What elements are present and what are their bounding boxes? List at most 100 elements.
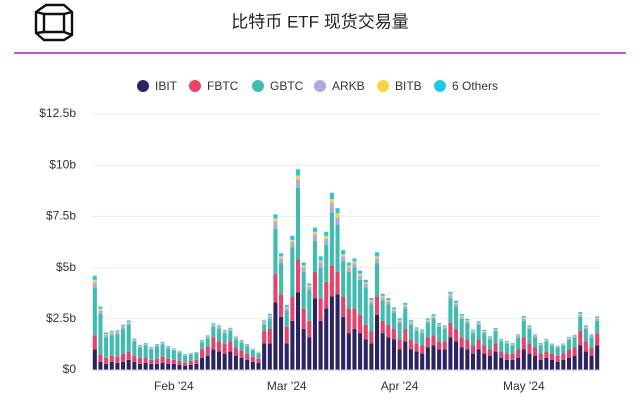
bar-segment xyxy=(544,357,549,370)
bar-segment xyxy=(104,332,109,335)
bar-segment xyxy=(267,343,272,370)
bar-segment xyxy=(363,339,368,370)
bar-segment xyxy=(154,358,159,364)
y-tick-label: $2.5b xyxy=(46,311,76,325)
bar-segment xyxy=(267,313,272,316)
bar-segment xyxy=(369,331,374,344)
bar-segment xyxy=(369,299,374,302)
bar-segment xyxy=(538,343,543,344)
bar-segment xyxy=(324,231,329,236)
bar-segment xyxy=(109,361,114,370)
bar-segment xyxy=(171,363,176,370)
bar-segment xyxy=(211,324,216,326)
bar-segment xyxy=(487,338,492,340)
bar-segment xyxy=(239,339,244,341)
bar-segment xyxy=(380,320,385,334)
bar-segment xyxy=(312,271,317,299)
bar-segment xyxy=(465,339,470,350)
bar-segment xyxy=(149,349,154,360)
bar-segment xyxy=(375,252,380,257)
bar-segment xyxy=(544,351,549,358)
bar-segment xyxy=(470,330,476,332)
bar-segment xyxy=(245,343,250,345)
bar-segment xyxy=(222,331,227,334)
bar-segment xyxy=(499,357,504,370)
bar-segment xyxy=(431,335,436,346)
bar-segment xyxy=(279,263,284,295)
bar-segment xyxy=(115,334,120,357)
bar-segment xyxy=(273,218,278,222)
bar-segment xyxy=(346,267,351,272)
bar-segment xyxy=(228,327,233,329)
bar-segment xyxy=(284,306,289,309)
bar-segment xyxy=(391,309,397,311)
bar-segment xyxy=(104,357,109,364)
y-tick-label: $12.5b xyxy=(39,106,76,120)
bar-segment xyxy=(228,329,233,332)
bar-segment xyxy=(301,265,306,268)
bar-segment xyxy=(98,306,103,309)
bar-segment xyxy=(312,227,317,232)
bar-segment xyxy=(454,300,459,303)
bar-segment xyxy=(318,298,323,321)
bar-segment xyxy=(555,347,560,356)
bar-segment xyxy=(476,349,481,370)
bar-segment xyxy=(533,336,538,338)
bar-segment xyxy=(549,343,555,345)
bar-segment xyxy=(555,345,560,347)
bar-segment xyxy=(335,208,340,214)
bar-segment xyxy=(391,339,397,370)
bar-segment xyxy=(572,335,577,337)
bar-segment xyxy=(137,345,143,346)
bar-segment xyxy=(386,304,391,325)
bar-segment xyxy=(115,332,120,335)
bar-segment xyxy=(211,326,216,338)
bar-segment xyxy=(188,354,193,355)
bar-segment xyxy=(561,343,566,345)
y-tick-label: $0 xyxy=(63,362,77,376)
bar-segment xyxy=(408,320,413,322)
legend-swatch xyxy=(434,80,446,92)
bar-segment xyxy=(121,324,126,326)
bar-segment xyxy=(358,270,363,274)
bar-segment xyxy=(205,337,210,339)
bar-segment xyxy=(561,345,566,354)
bar-segment xyxy=(194,351,199,353)
bar-segment xyxy=(216,341,222,352)
bar-segment xyxy=(92,335,97,350)
bar-segment xyxy=(233,336,238,338)
bar-segment xyxy=(527,326,532,328)
bar-segment xyxy=(233,337,238,339)
bar-segment xyxy=(279,258,284,264)
bar-segment xyxy=(177,352,182,361)
bar-segment xyxy=(442,341,447,350)
bar-segment xyxy=(324,281,329,309)
bar-segment xyxy=(177,351,182,353)
bar-segment xyxy=(284,304,289,307)
bar-segment xyxy=(318,267,323,299)
bar-segment xyxy=(375,296,380,315)
bar-segment xyxy=(205,346,210,356)
bar-segment xyxy=(578,313,583,315)
bar-segment xyxy=(250,350,255,357)
bar-segment xyxy=(126,359,131,370)
bar-segment xyxy=(470,329,476,331)
bar-segment xyxy=(470,333,476,346)
bar-segment xyxy=(414,327,419,329)
bar-segment xyxy=(493,329,498,332)
bar-segment xyxy=(538,353,543,360)
bar-segment xyxy=(493,329,498,330)
bar-segment xyxy=(137,347,143,358)
bar-segment xyxy=(132,361,137,370)
bar-segment xyxy=(92,288,97,336)
bar-segment xyxy=(211,349,216,370)
bar-segment xyxy=(98,310,103,314)
legend-swatch xyxy=(377,80,389,92)
bar-segment xyxy=(137,346,143,348)
bar-segment xyxy=(459,316,464,319)
bar-segment xyxy=(194,359,199,364)
bar-segment xyxy=(431,318,436,336)
bar-segment xyxy=(504,359,509,370)
bar-segment xyxy=(279,294,284,317)
bar-segment xyxy=(470,345,476,354)
